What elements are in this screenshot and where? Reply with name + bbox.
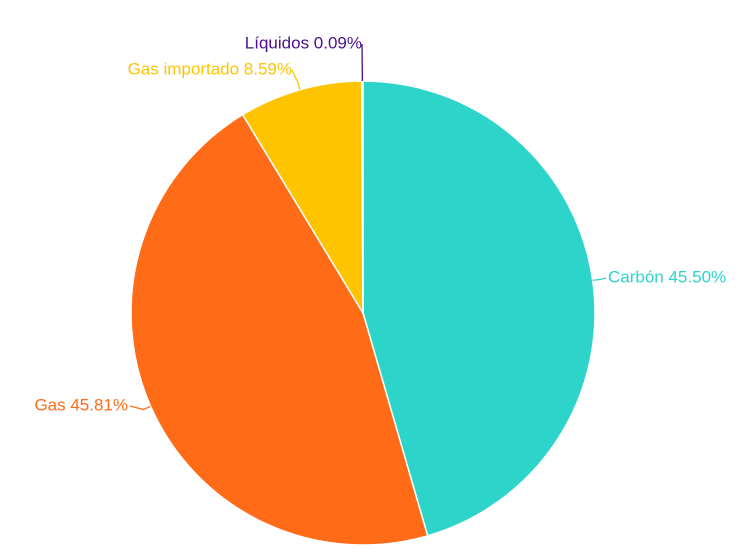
leader-line-carbon	[592, 277, 607, 281]
leader-line-gas	[129, 405, 151, 411]
pie-slice-gas-importado	[241, 80, 364, 316]
slice-label-gas-importado: Gas importado 8.59%	[128, 59, 292, 78]
pie-slice-carbon	[362, 80, 596, 537]
slice-labels: Carbón 45.50% Gas 45.81% Gas importado 8.5…	[34, 33, 726, 414]
slice-label-carbon: Carbón 45.50%	[608, 267, 726, 286]
pie-slice-gas	[130, 113, 429, 546]
slice-label-gas: Gas 45.81%	[34, 395, 128, 414]
leader-line-gas-importado	[291, 69, 301, 90]
pie-slices	[130, 80, 596, 546]
slice-label-liquidos: Líquidos 0.09%	[245, 33, 362, 52]
leader-lines	[129, 43, 607, 411]
